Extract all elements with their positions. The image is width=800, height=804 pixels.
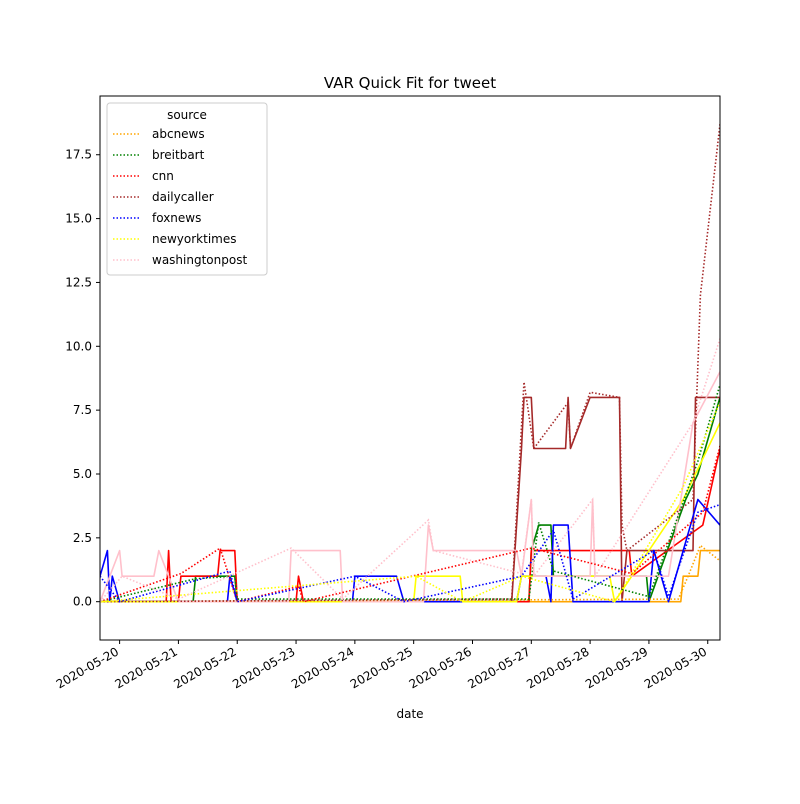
y-tick-label: 2.5 bbox=[73, 531, 92, 545]
y-tick-label: 5.0 bbox=[73, 467, 92, 481]
y-tick-label: 17.5 bbox=[65, 148, 92, 162]
series-line-washingtonpost bbox=[100, 371, 720, 603]
plot-area bbox=[100, 124, 720, 603]
legend-label-foxnews: foxnews bbox=[152, 211, 201, 225]
legend-title: source bbox=[167, 108, 207, 122]
legend-label-breitbart: breitbart bbox=[152, 148, 205, 162]
x-tick-label: 2020-05-25 bbox=[348, 644, 415, 691]
x-tick-label: 2020-05-27 bbox=[465, 644, 532, 691]
legend: source abcnews breitbart cnn dailycaller foxn… bbox=[106, 102, 268, 276]
y-tick-label: 10.0 bbox=[65, 339, 92, 353]
y-tick-label: 15.0 bbox=[65, 212, 92, 226]
series-line-newyorktimes bbox=[100, 422, 720, 603]
chart-title: VAR Quick Fit for tweet bbox=[324, 74, 496, 92]
series-fit-line-breitbart bbox=[100, 384, 720, 603]
legend-label-dailycaller: dailycaller bbox=[152, 190, 214, 204]
x-tick-label: 2020-05-29 bbox=[583, 644, 650, 691]
legend-label-cnn: cnn bbox=[152, 169, 174, 183]
series-line-breitbart bbox=[100, 397, 720, 603]
x-tick-label: 2020-05-23 bbox=[230, 644, 297, 691]
x-axis-label: date bbox=[396, 707, 423, 721]
plot-frame bbox=[99, 95, 721, 641]
x-tick-label: 2020-05-26 bbox=[407, 644, 474, 691]
legend-label-washingtonpost: washingtonpost bbox=[152, 253, 247, 267]
legend-label-abcnews: abcnews bbox=[152, 127, 205, 141]
x-tick-label: 2020-05-20 bbox=[54, 644, 121, 691]
x-tick-label: 2020-05-30 bbox=[642, 644, 709, 691]
x-tick-label: 2020-05-21 bbox=[113, 644, 180, 691]
y-tick-label: 0.0 bbox=[73, 595, 92, 609]
series-fit-line-cnn bbox=[100, 445, 720, 603]
x-tick-label: 2020-05-28 bbox=[524, 644, 591, 691]
x-tick-label: 2020-05-22 bbox=[171, 644, 238, 691]
series-line-dailycaller bbox=[100, 396, 720, 603]
y-tick-label: 12.5 bbox=[65, 275, 92, 289]
y-axis: 0.0 2.5 5.0 7.5 10.0 12.5 15.0 17.5 bbox=[65, 148, 100, 609]
legend-box bbox=[106, 102, 268, 276]
series-fit-line-newyorktimes bbox=[100, 402, 720, 603]
x-tick-label: 2020-05-24 bbox=[289, 644, 356, 691]
x-axis: 2020-05-202020-05-212020-05-222020-05-23… bbox=[54, 640, 709, 691]
series-fit-line-washingtonpost bbox=[100, 338, 720, 603]
legend-label-newyorktimes: newyorktimes bbox=[152, 232, 237, 246]
y-tick-label: 7.5 bbox=[73, 403, 92, 417]
